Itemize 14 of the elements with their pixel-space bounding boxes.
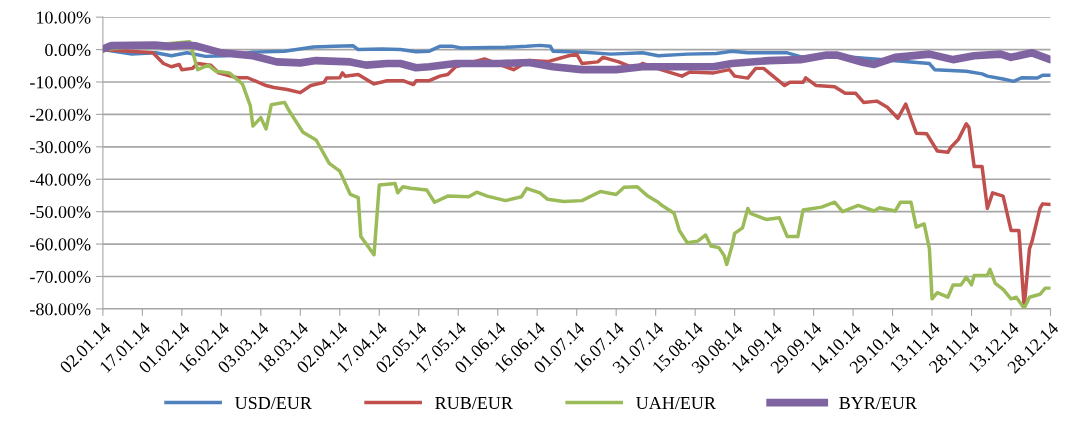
y-tick-label: -50.00% (30, 205, 91, 219)
legend-label: UAH/EUR (636, 396, 716, 410)
legend-label: BYR/EUR (839, 397, 917, 410)
y-tick-label: -30.00% (30, 141, 91, 154)
y-tick-label: -40.00% (30, 173, 91, 186)
y-tick-label: -20.00% (30, 108, 91, 121)
y-tick-label: 10.00% (37, 11, 91, 24)
y-tick-label: -80.00% (30, 303, 91, 316)
legend-label: RUB/EUR (435, 397, 513, 410)
y-tick-label: -60.00% (30, 238, 91, 251)
legend-label: USD/EUR (235, 396, 312, 410)
y-tick-label: 0.00% (45, 43, 91, 57)
y-tick-label: -10.00% (30, 76, 91, 89)
y-tick-label: -70.00% (30, 270, 91, 283)
